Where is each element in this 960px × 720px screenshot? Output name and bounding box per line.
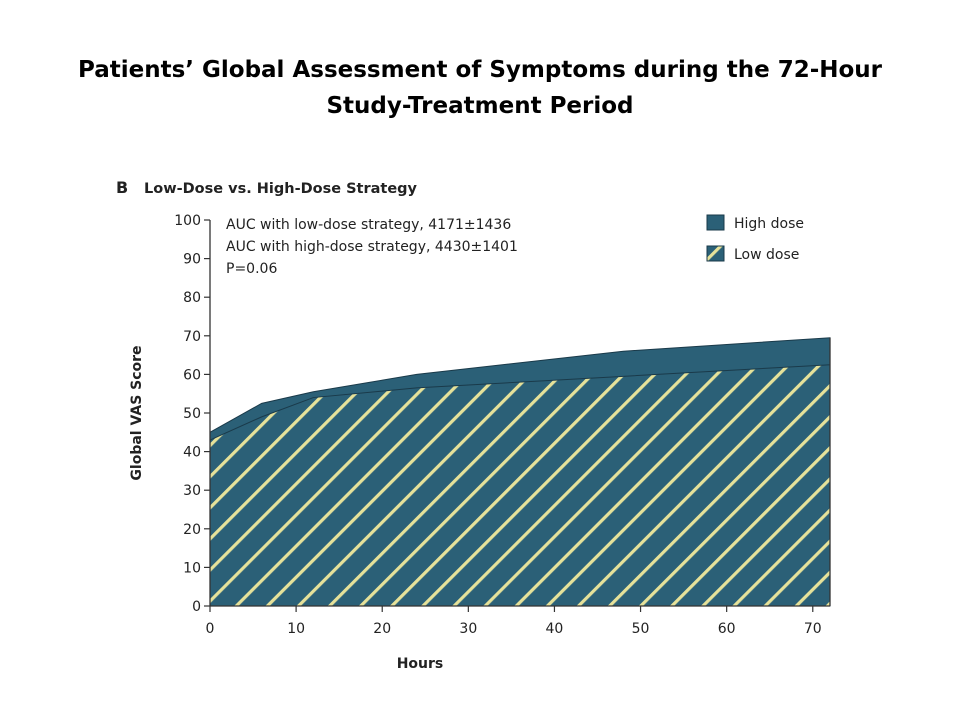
panel-letter: B (116, 178, 128, 197)
slide-title-line1: Patients’ Global Assessment of Symptoms … (77, 57, 883, 83)
y-tick-label: 100 (174, 213, 201, 229)
x-axis-ticks: 0 10 20 30 40 50 60 70 (206, 606, 822, 637)
legend: High dose Low dose (706, 214, 804, 263)
legend-swatch-low-dose (706, 245, 725, 262)
slide-title: Patients’ Global Assessment of Symptoms … (40, 52, 920, 124)
legend-swatch-high-dose (706, 214, 725, 231)
y-tick-label: 20 (183, 522, 201, 538)
x-tick-label: 10 (287, 621, 305, 637)
y-tick-label: 60 (183, 367, 201, 383)
y-tick-label: 10 (183, 560, 201, 576)
y-tick-label: 80 (183, 290, 201, 306)
y-tick-label: 0 (192, 599, 201, 615)
x-tick-label: 0 (206, 621, 215, 637)
y-tick-label: 70 (183, 329, 201, 345)
y-axis-label: Global VAS Score (129, 345, 145, 480)
slide-title-line2: Study-Treatment Period (326, 93, 634, 119)
y-axis-ticks: 0 10 20 30 40 50 60 70 80 90 100 (174, 213, 210, 615)
y-tick-label: 30 (183, 483, 201, 499)
x-tick-label: 40 (546, 621, 564, 637)
x-tick-label: 70 (804, 621, 822, 637)
x-axis-label: Hours (397, 656, 444, 672)
annotation-p-value: P=0.06 (226, 261, 277, 277)
area-low-dose (209, 364, 831, 607)
y-tick-label: 40 (183, 445, 201, 461)
annotation-auc-low: AUC with low-dose strategy, 4171±1436 (226, 217, 511, 233)
x-tick-label: 20 (373, 621, 391, 637)
y-tick-label: 50 (183, 406, 201, 422)
y-tick-label: 90 (183, 252, 201, 268)
annotation-auc-high: AUC with high-dose strategy, 4430±1401 (226, 239, 518, 255)
legend-label-high-dose: High dose (734, 216, 804, 232)
legend-label-low-dose: Low dose (734, 247, 799, 263)
x-tick-label: 30 (459, 621, 477, 637)
x-tick-label: 60 (718, 621, 736, 637)
x-tick-label: 50 (632, 621, 650, 637)
chart-title: Low-Dose vs. High-Dose Strategy (144, 181, 418, 197)
